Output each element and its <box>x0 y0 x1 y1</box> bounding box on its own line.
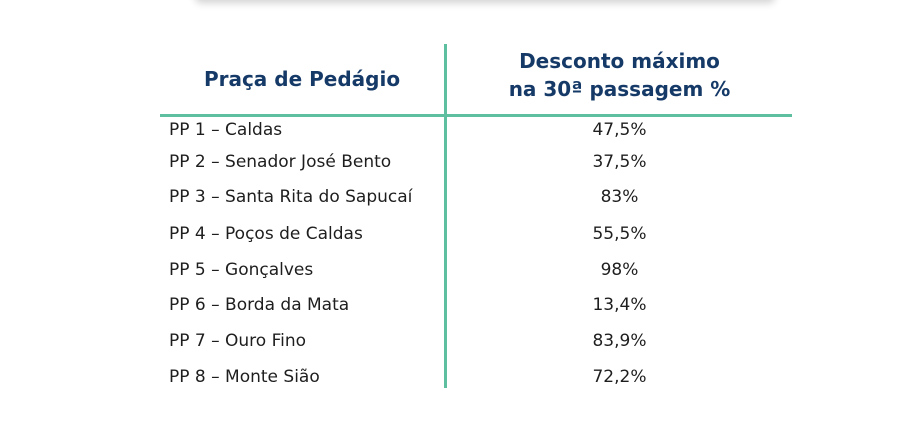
table-row: PP 5 – Gonçalves 98% <box>0 257 900 287</box>
header-divider <box>160 114 792 117</box>
toll-plaza-name: PP 3 – Santa Rita do Sapucaí <box>169 187 413 207</box>
table-row: PP 4 – Poços de Caldas 55,5% <box>0 221 900 251</box>
discount-value: 47,5% <box>592 120 647 140</box>
header-max-discount-line1: Desconto máximo <box>519 49 720 73</box>
header-max-discount-line2: na 30ª passagem % <box>508 77 731 101</box>
column-divider <box>444 44 447 388</box>
table-row: PP 1 – Caldas 47,5% <box>0 117 900 147</box>
toll-plaza-name: PP 1 – Caldas <box>169 120 283 140</box>
discount-value: 55,5% <box>592 224 647 244</box>
table-row: PP 6 – Borda da Mata 13,4% <box>0 292 900 322</box>
toll-plaza-name: PP 4 – Poços de Caldas <box>169 224 363 244</box>
toll-plaza-name: PP 7 – Ouro Fino <box>169 331 307 351</box>
discount-value: 83,9% <box>592 331 647 351</box>
table-row: PP 3 – Santa Rita do Sapucaí 83% <box>0 184 900 214</box>
discount-value: 98% <box>600 260 639 280</box>
discount-value: 37,5% <box>592 152 647 172</box>
toll-plaza-name: PP 8 – Monte Sião <box>169 367 320 387</box>
discount-value: 72,2% <box>592 367 647 387</box>
table-row: PP 2 – Senador José Bento 37,5% <box>0 149 900 179</box>
discount-value: 83% <box>600 187 639 207</box>
table-row: PP 7 – Ouro Fino 83,9% <box>0 328 900 358</box>
header-max-discount: Desconto máximo na 30ª passagem % <box>447 47 792 103</box>
table-row: PP 8 – Monte Sião 72,2% <box>0 364 900 394</box>
toll-plaza-name: PP 2 – Senador José Bento <box>169 152 392 172</box>
header-toll-plaza: Praça de Pedágio <box>203 67 401 91</box>
toll-plaza-name: PP 5 – Gonçalves <box>169 260 314 280</box>
toll-plaza-name: PP 6 – Borda da Mata <box>169 295 350 315</box>
discount-value: 13,4% <box>592 295 647 315</box>
